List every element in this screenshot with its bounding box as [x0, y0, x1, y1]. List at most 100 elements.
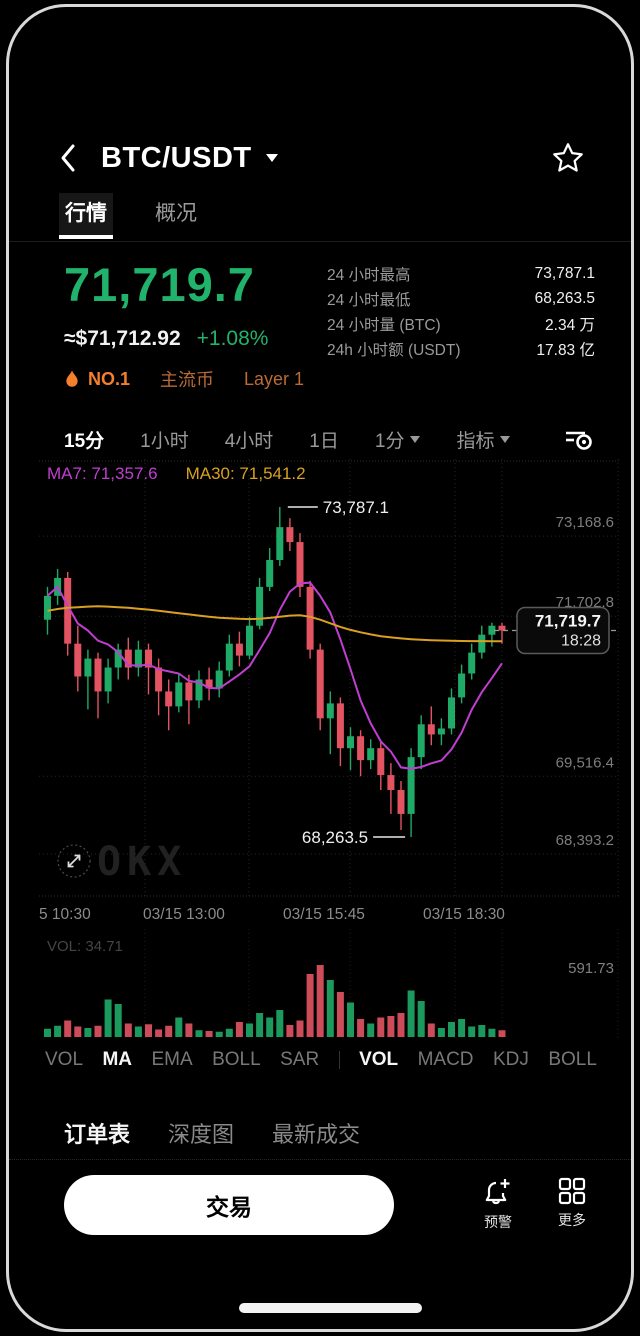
- screen: BTC/USDT 行情 概况 71,719.7 ≈$71,712.92 +1.0…: [9, 7, 631, 1329]
- candle-body: [225, 643, 233, 671]
- category-badge[interactable]: 主流币: [160, 370, 215, 390]
- tab-market[interactable]: 行情: [59, 193, 113, 239]
- indicator-tabs: VOL MA EMA BOLL SAR VOL MACD KDJ BOLL: [45, 1049, 597, 1071]
- volume-bar: [458, 1019, 466, 1037]
- candle-body: [185, 682, 193, 701]
- candle-body: [215, 670, 223, 689]
- pair-title[interactable]: BTC/USDT: [101, 141, 252, 174]
- volume-bar: [94, 1025, 102, 1037]
- indicator-ma[interactable]: MA: [102, 1049, 133, 1070]
- indicator-ema[interactable]: EMA: [151, 1049, 193, 1070]
- layer-badge[interactable]: Layer 1: [244, 368, 305, 389]
- favorite-star-icon[interactable]: [551, 141, 585, 175]
- indicator-menu[interactable]: 指标: [456, 426, 511, 453]
- indicator-boll-sub[interactable]: BOLL: [548, 1049, 597, 1070]
- volume-bar: [377, 1017, 385, 1037]
- volume-bar: [134, 1026, 142, 1037]
- stat-value: 68,263.5: [534, 289, 595, 307]
- volume-chart[interactable]: VOL: 34.71 591.73: [39, 929, 619, 1041]
- chevron-down-icon: [500, 435, 511, 443]
- indicator-kdj[interactable]: KDJ: [492, 1049, 529, 1070]
- expand-chart-icon: [57, 844, 91, 878]
- y-axis-label: 68,393.2: [556, 832, 614, 849]
- volume-bar: [276, 1010, 284, 1037]
- indicator-macd[interactable]: MACD: [417, 1049, 474, 1070]
- volume-bar: [286, 1025, 294, 1037]
- candle-body: [134, 649, 142, 668]
- timeframe-bar: 15分 1小时 4小时 1日 1分 指标: [64, 423, 511, 455]
- volume-bar: [266, 1017, 274, 1037]
- volume-bar: [195, 1030, 203, 1037]
- badges-row: NO.1 主流币 Layer 1: [64, 367, 304, 391]
- volume-bar: [397, 1013, 405, 1037]
- candle-body: [155, 667, 163, 692]
- rank-badge[interactable]: NO.1: [64, 369, 130, 390]
- candle-body: [347, 736, 354, 749]
- volume-bar: [488, 1028, 496, 1037]
- last-price: 71,719.7: [64, 258, 255, 311]
- volume-bar: [347, 1002, 354, 1037]
- stat-value: 17.83 亿: [536, 341, 595, 359]
- candle-body: [437, 728, 445, 735]
- timeframe-4h[interactable]: 4小时: [224, 430, 274, 452]
- volume-bar: [185, 1023, 193, 1037]
- indicator-boll-main[interactable]: BOLL: [212, 1049, 261, 1070]
- stats-panel: 24 小时最高 73,787.1 24 小时最低 68,263.5 24 小时量…: [327, 261, 595, 361]
- tab-depth-chart[interactable]: 深度图: [168, 1122, 235, 1147]
- svg-text:18:28: 18:28: [561, 633, 601, 650]
- stat-row: 24 小时量 (BTC) 2.34 万: [327, 311, 595, 336]
- candle-body: [478, 634, 486, 653]
- volume-bar: [407, 990, 415, 1037]
- timeframe-1d[interactable]: 1日: [309, 430, 339, 452]
- last-price-tag: 71,719.7 18:28: [516, 606, 610, 655]
- ma30-line: [47, 605, 502, 643]
- back-icon[interactable]: [59, 143, 77, 173]
- stat-label: 24 小时最高: [327, 266, 411, 284]
- volume-bar: [427, 1023, 435, 1037]
- price-sub-row: ≈$71,712.92 +1.08%: [64, 327, 268, 351]
- header: BTC/USDT: [59, 137, 585, 179]
- tab-order-book[interactable]: 订单表: [64, 1122, 131, 1147]
- volume-bar: [296, 1020, 304, 1037]
- timeframe-15m[interactable]: 15分: [64, 430, 105, 452]
- tab-latest-trades[interactable]: 最新成交: [272, 1122, 361, 1147]
- alert-action[interactable]: 预警: [467, 1177, 529, 1232]
- home-indicator[interactable]: [239, 1303, 422, 1313]
- candle-body: [488, 625, 496, 635]
- stat-label: 24 小时量 (BTC): [327, 316, 441, 334]
- timeframe-more[interactable]: 1分: [375, 426, 421, 453]
- indicator-settings-icon[interactable]: [563, 425, 595, 453]
- volume-bar: [437, 1028, 445, 1037]
- candle-body: [246, 625, 253, 656]
- stat-row: 24 小时最低 68,263.5: [327, 286, 595, 311]
- volume-bar: [498, 1030, 506, 1037]
- more-action[interactable]: 更多: [541, 1177, 603, 1230]
- volume-bar: [64, 1020, 72, 1037]
- candle-body: [498, 625, 506, 631]
- volume-bar: [124, 1023, 132, 1037]
- candle-body: [165, 691, 173, 707]
- candle-body: [326, 703, 334, 719]
- divider: [9, 241, 631, 242]
- candle-body: [417, 724, 425, 758]
- candle-body: [145, 649, 152, 668]
- timeframe-more-label: 1分: [374, 430, 405, 452]
- x-axis-label: 03/15 15:45: [283, 906, 365, 923]
- rank-badge-label: NO.1: [88, 368, 131, 389]
- timeframe-1h[interactable]: 1小时: [140, 430, 189, 452]
- candlestick-chart[interactable]: 73,168.671,702.869,516.468,393.2OKXMA7: …: [39, 459, 619, 927]
- indicator-vol-sub[interactable]: VOL: [359, 1049, 399, 1070]
- stat-row: 24 小时最高 73,787.1: [327, 261, 595, 286]
- candle-body: [256, 586, 264, 626]
- trade-button[interactable]: 交易: [64, 1175, 394, 1235]
- tab-overview[interactable]: 概况: [155, 202, 197, 225]
- divider: [338, 1051, 340, 1069]
- candle-body: [235, 643, 243, 656]
- candle-body: [296, 542, 304, 587]
- pair-dropdown-caret-icon[interactable]: [265, 153, 279, 163]
- indicator-vol-main[interactable]: VOL: [45, 1049, 84, 1070]
- indicator-sar[interactable]: SAR: [280, 1049, 320, 1070]
- volume-bar: [336, 992, 344, 1037]
- volume-bar: [84, 1028, 92, 1037]
- volume-bar: [256, 1013, 264, 1037]
